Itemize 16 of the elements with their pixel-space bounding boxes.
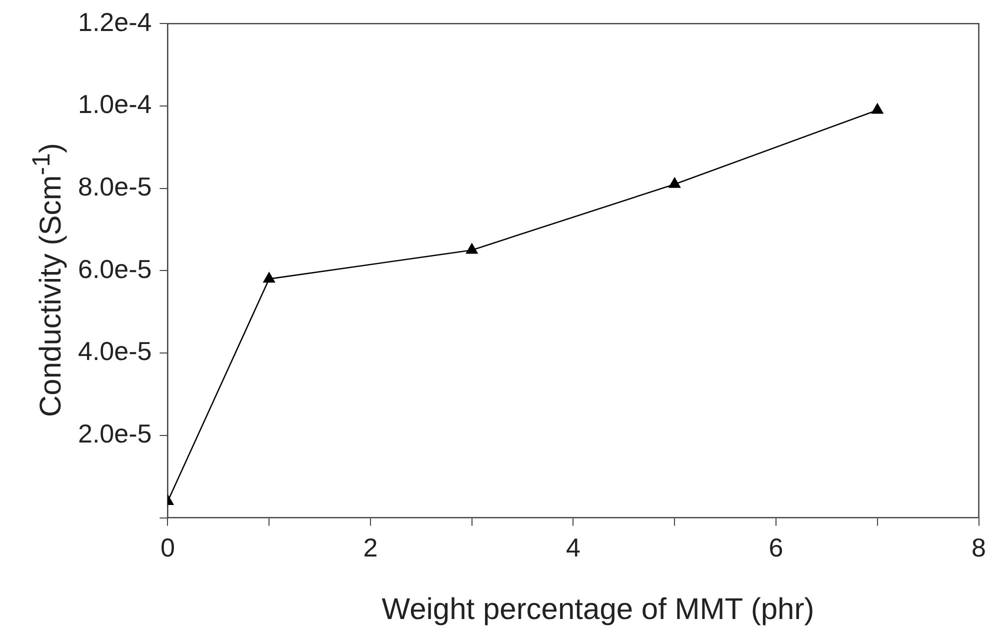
x-tick-label: 4 [566, 532, 580, 563]
point [668, 178, 680, 188]
point [263, 272, 275, 283]
x-axis-title: Weight percentage of MMT (phr) [382, 593, 814, 627]
y-tick-label: 6.0e-5 [78, 254, 152, 284]
y-tick-label: 4.0e-5 [78, 336, 152, 366]
y-tick-label: 2.0e-5 [78, 418, 152, 449]
y-tick-label: 1.0e-4 [78, 89, 152, 120]
x-tick-label: 8 [972, 532, 986, 563]
x-tick-label: 2 [363, 532, 378, 563]
point [872, 103, 884, 114]
y-tick-label: 1.2e-4 [78, 6, 152, 37]
y-tick-label: 8.0e-5 [78, 172, 152, 202]
x-tick-label: 6 [768, 532, 784, 563]
point [466, 243, 478, 254]
x-tick-label: 0 [160, 532, 175, 563]
